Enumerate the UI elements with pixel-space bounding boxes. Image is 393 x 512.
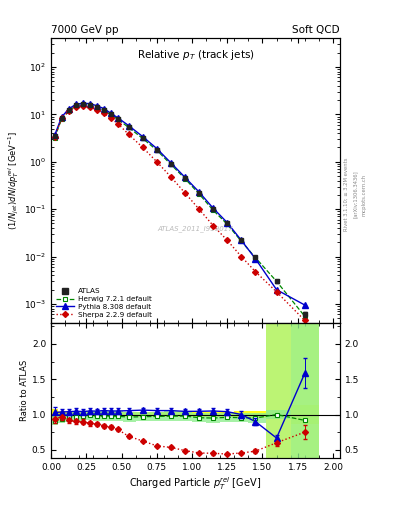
Text: Rivet 3.1.10; ≥ 3.2M events: Rivet 3.1.10; ≥ 3.2M events [344, 158, 349, 231]
Text: Soft QCD: Soft QCD [292, 25, 340, 35]
Y-axis label: Ratio to ATLAS: Ratio to ATLAS [20, 360, 29, 421]
Text: [arXiv:1306.3436]: [arXiv:1306.3436] [353, 170, 358, 219]
Text: mcplots.cern.ch: mcplots.cern.ch [362, 174, 366, 216]
Text: ATLAS_2011_I919017: ATLAS_2011_I919017 [158, 226, 233, 232]
Y-axis label: $(1/N_{jet})dN/dp_T^{rel}$ [GeV$^{-1}$]: $(1/N_{jet})dN/dp_T^{rel}$ [GeV$^{-1}$] [7, 131, 21, 230]
X-axis label: Charged Particle $p_T^{rel}$ [GeV]: Charged Particle $p_T^{rel}$ [GeV] [129, 475, 262, 492]
Text: Relative $p_T$ (track jets): Relative $p_T$ (track jets) [137, 48, 254, 62]
Text: 7000 GeV pp: 7000 GeV pp [51, 25, 119, 35]
Legend: ATLAS, Herwig 7.2.1 default, Pythia 8.308 default, Sherpa 2.2.9 default: ATLAS, Herwig 7.2.1 default, Pythia 8.30… [55, 287, 153, 319]
